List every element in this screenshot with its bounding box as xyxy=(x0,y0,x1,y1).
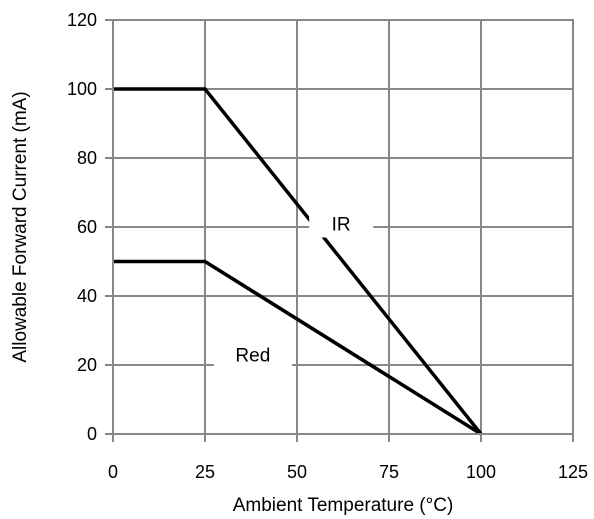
series-line-red xyxy=(113,259,482,436)
x-tick-label: 100 xyxy=(466,462,496,482)
series-label-ir: IR xyxy=(332,215,351,236)
y-tick-label: 40 xyxy=(77,286,97,306)
y-tick-label: 120 xyxy=(67,10,97,30)
tick-labels: 0 25 50 75 100 125 0 20 40 60 80 100 120 xyxy=(67,10,588,482)
x-tick-label: 75 xyxy=(379,462,399,482)
series-labels: IR Red xyxy=(213,209,374,369)
y-tick-label: 100 xyxy=(67,79,97,99)
x-tick-label: 125 xyxy=(558,462,588,482)
series-label-background xyxy=(213,340,292,369)
y-tick-label: 0 xyxy=(87,424,97,444)
y-axis-title: Allowable Forward Current (mA) xyxy=(10,91,31,362)
x-tick-label: 0 xyxy=(108,462,118,482)
series-label-red: Red xyxy=(235,346,270,367)
series-label-background xyxy=(309,209,374,238)
x-axis-title: Ambient Temperature (°C) xyxy=(233,495,454,516)
y-tick-label: 80 xyxy=(77,148,97,168)
series-lines xyxy=(113,87,483,436)
series-line-ir xyxy=(113,87,483,436)
x-tick-label: 25 xyxy=(195,462,215,482)
x-tick-label: 50 xyxy=(287,462,307,482)
plot-frame xyxy=(112,19,574,435)
plot-border xyxy=(112,19,574,435)
y-tick-label: 20 xyxy=(77,355,97,375)
y-tick-label: 60 xyxy=(77,217,97,237)
